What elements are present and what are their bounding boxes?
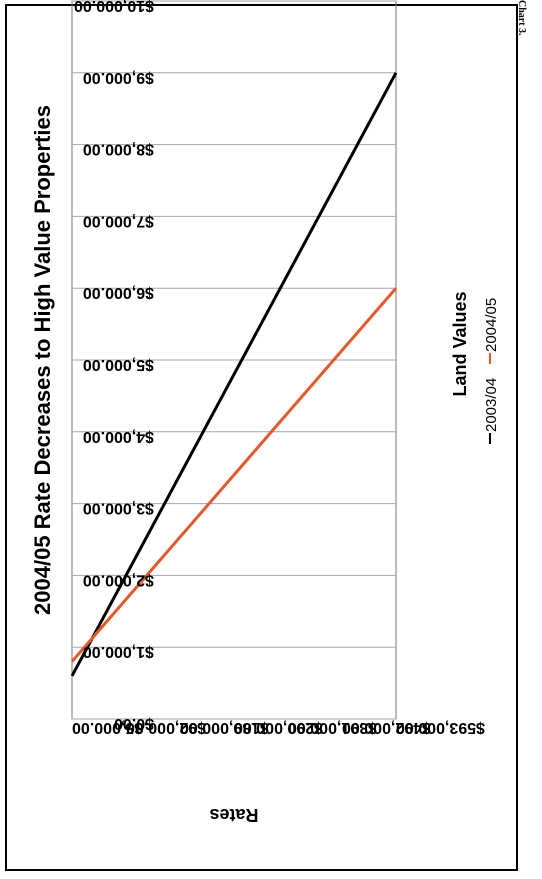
x-tick-label: $290,000.00 <box>234 719 323 736</box>
y-tick-label: $4,000.00 <box>83 428 154 445</box>
x-axis-title: Land Values <box>450 291 470 396</box>
grid-layer <box>72 0 396 720</box>
legend: 2003/04 2004/05 <box>483 298 500 444</box>
x-tick-label: $5,000.00 <box>72 719 143 736</box>
y-tick-label: $2,000.00 <box>83 571 154 588</box>
x-tick-label: $391,000.00 <box>288 719 377 736</box>
x-tick-label: $593,000.00 <box>396 719 485 736</box>
y-axis-title: Rates <box>209 805 258 825</box>
x-tick-labels: $5,000.00$92,000.00$189,000.00$290,000.0… <box>72 719 485 736</box>
series-layer <box>70 72 398 677</box>
legend-label-2003-04: 2003/04 <box>483 378 500 432</box>
y-tick-label: $7,000.00 <box>83 212 154 229</box>
y-tick-label: $1,000.00 <box>83 643 154 660</box>
chart-rotated-group: $0.00 $1,000.00 $2,000.00 $3,000.00 $4,000.0… <box>30 0 500 825</box>
x-tick-label: $492,000.00 <box>342 719 431 736</box>
y-tick-label: $0.00 <box>114 715 154 732</box>
y-tick-labels: $0.00 $1,000.00 $2,000.00 $3,000.00 $4,000.0… <box>74 0 154 732</box>
chart-title: 2004/05 Rate Decreases to High Value Pro… <box>30 105 55 615</box>
page-frame <box>5 4 518 871</box>
x-tick-label: $189,000.00 <box>180 719 269 736</box>
y-tick-label: $6,000.00 <box>83 284 154 301</box>
y-tick-label: $5,000.00 <box>83 356 154 373</box>
x-tick-label: $92,000.00 <box>126 719 206 736</box>
legend-label-2004-05: 2004/05 <box>483 298 500 352</box>
series-line-2004-05 <box>70 287 398 663</box>
series-line-2003-04 <box>70 72 398 677</box>
y-tick-label: $8,000.00 <box>83 141 154 158</box>
y-tick-label: $10,000.00 <box>74 0 154 14</box>
y-tick-label: $9,000.00 <box>83 69 154 86</box>
y-tick-label: $3,000.00 <box>83 500 154 517</box>
